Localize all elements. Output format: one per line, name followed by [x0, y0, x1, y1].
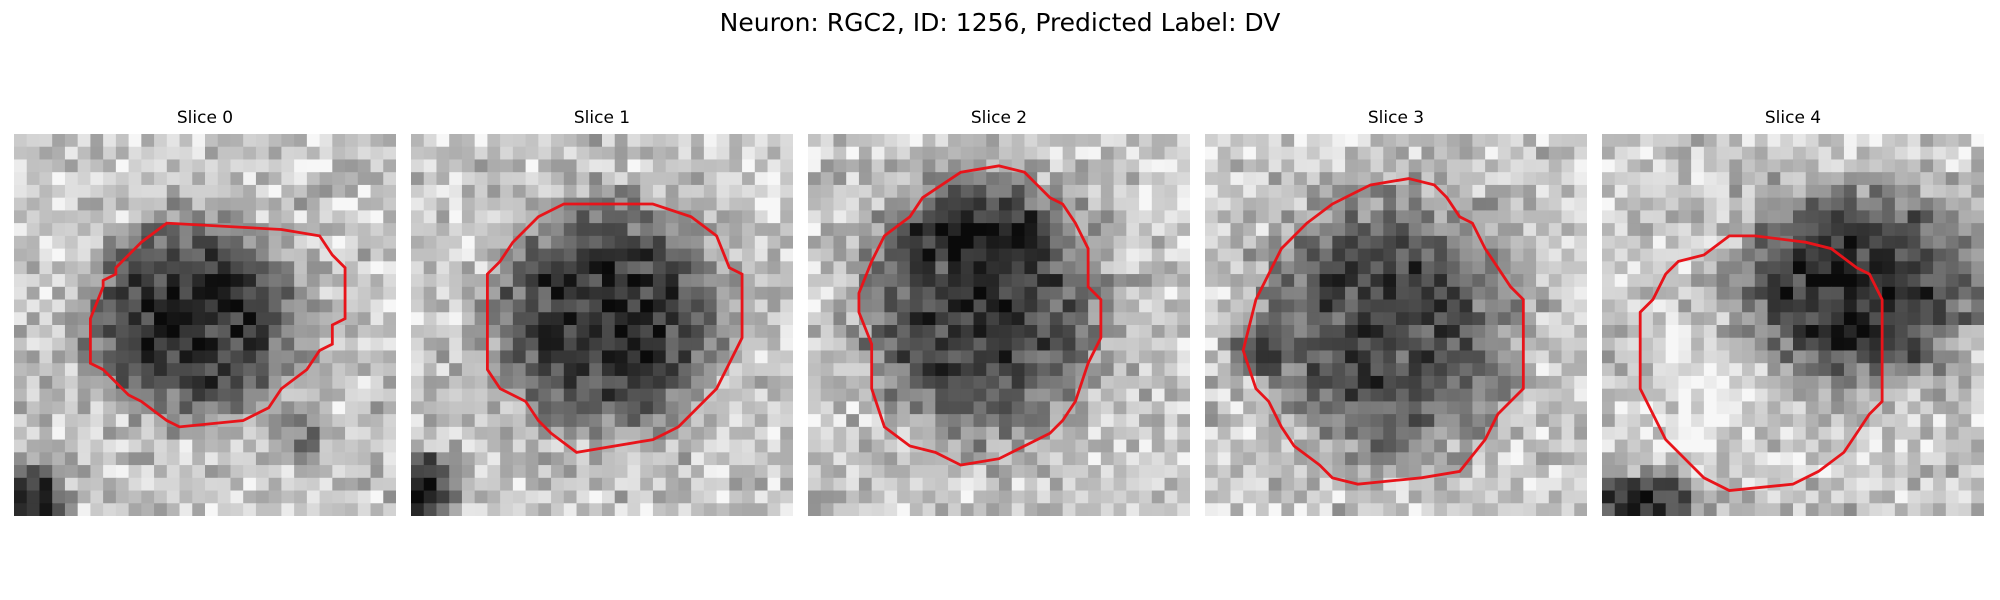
pixel-grid	[1205, 134, 1587, 516]
segmentation-contour	[1241, 177, 1525, 486]
slice-title: Slice 0	[176, 108, 234, 128]
segmentation-contour	[1638, 234, 1884, 492]
slice-title: Slice 3	[1367, 108, 1425, 128]
slice-image-0	[14, 134, 396, 516]
slice-image-2	[808, 134, 1190, 516]
slice-title: Slice 4	[1764, 108, 1822, 128]
pixel-grid	[1602, 134, 1984, 516]
slice-image-1	[411, 134, 793, 516]
slice-image-4	[1602, 134, 1984, 516]
pixel-grid	[411, 134, 793, 516]
figure-title: Neuron: RGC2, ID: 1256, Predicted Label:…	[719, 8, 1281, 37]
segmentation-contour	[88, 221, 347, 429]
slice-title: Slice 2	[970, 108, 1028, 128]
pixel-grid	[14, 134, 396, 516]
pixel-grid	[808, 134, 1190, 516]
segmentation-contour	[485, 202, 744, 454]
slice-title: Slice 1	[573, 108, 631, 128]
segmentation-contour	[857, 164, 1103, 467]
slice-image-3	[1205, 134, 1587, 516]
